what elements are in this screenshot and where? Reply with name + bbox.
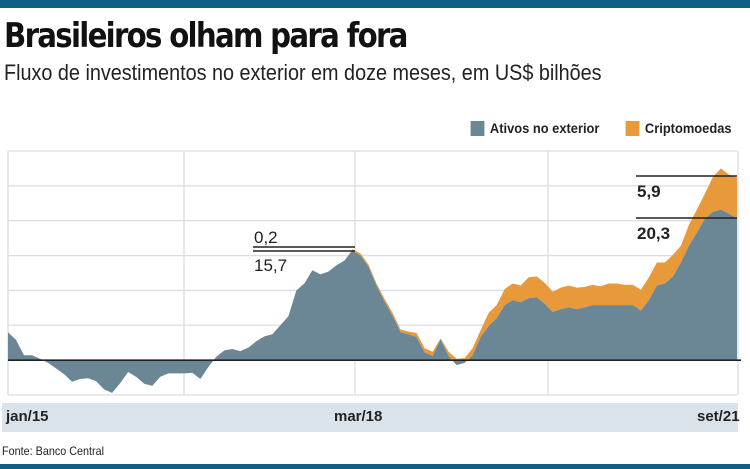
gridlines [7,150,739,396]
chart-title: Brasileiros olham para fora [4,16,408,56]
annotation-cripto-2018: 0,2 [254,228,278,247]
x-tick-label-mar18: mar/18 [334,408,383,425]
top-brand-bar [0,0,750,8]
annotation-cripto-2021: 5,9 [637,182,661,201]
legend-item-cripto: Criptomoedas [625,120,731,136]
legend-label-ativos: Ativos no exterior [489,120,600,136]
chart-subtitle: Fluxo de investimentos no exterior em do… [4,60,602,85]
areas [8,168,741,393]
legend-swatch-ativos [470,120,485,136]
x-axis-band [2,403,738,432]
x-tick-label-set21: set/21 [697,408,740,425]
source-note: Fonte: Banco Central [2,444,105,458]
annotations: 0,2 15,7 5,9 20,3 [253,175,737,275]
area-ativos-no-exterior [8,209,737,393]
bottom-brand-bar [0,464,750,469]
annotation-ativos-2018: 15,7 [254,256,287,275]
legend-label-cripto: Criptomoedas [644,120,732,136]
legend-item-ativos: Ativos no exterior [470,120,599,136]
legend: Ativos no exterior Criptomoedas [449,120,736,136]
x-tick-label-jan15: jan/15 [6,408,49,425]
annotation-ativos-2021: 20,3 [637,224,670,243]
legend-swatch-cripto [625,120,640,136]
